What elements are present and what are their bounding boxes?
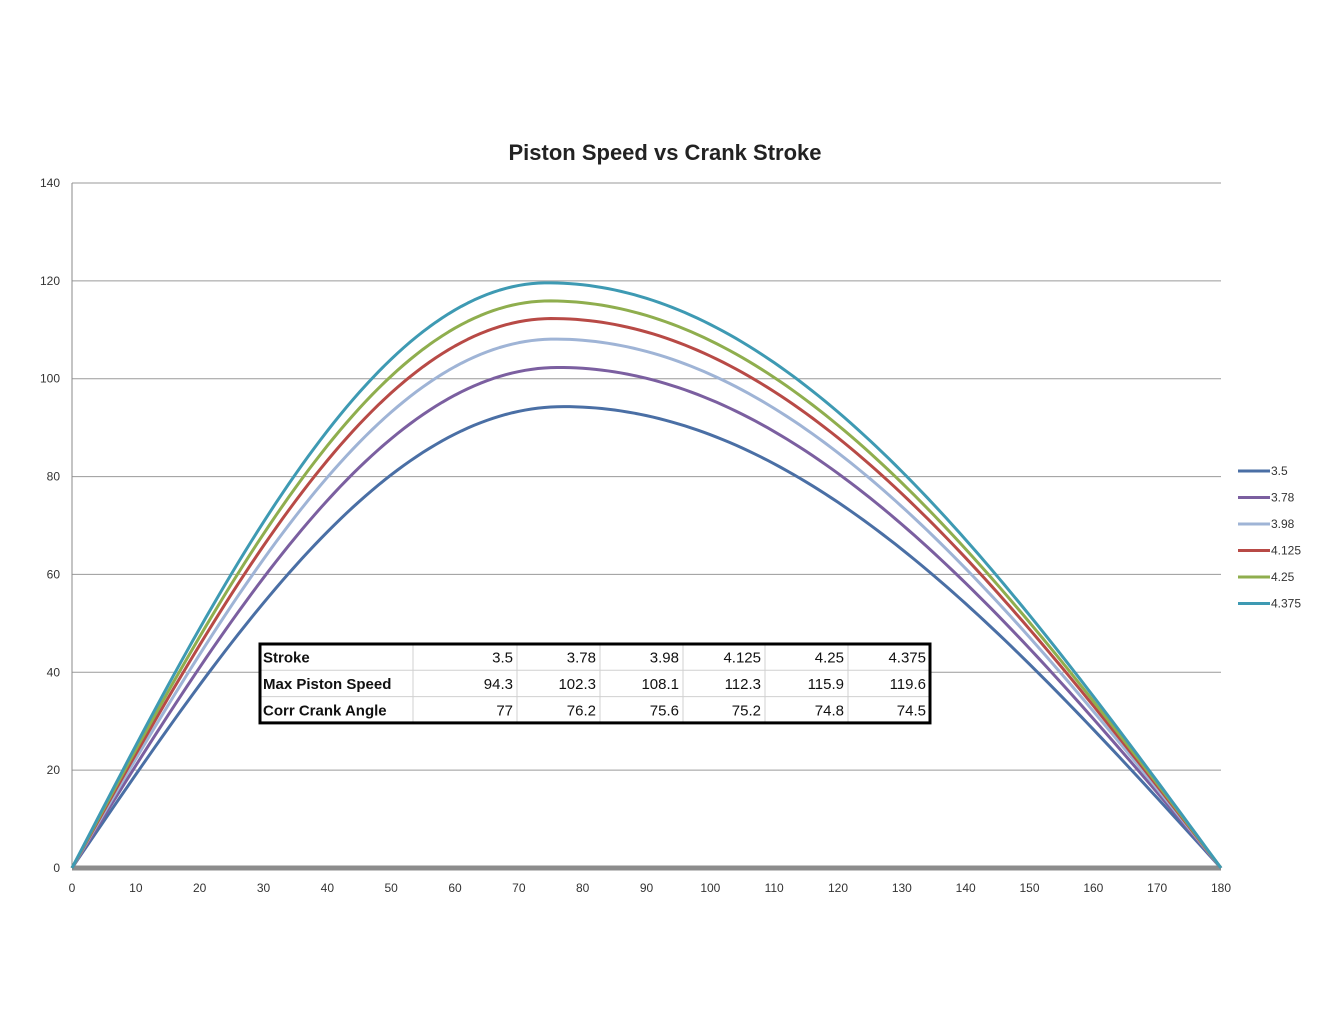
table-cell: 3.78	[567, 650, 596, 667]
x-tick-label-30: 30	[257, 881, 271, 895]
x-tick-label-10: 10	[129, 881, 143, 895]
y-tick-label-0: 0	[53, 861, 60, 875]
table-cell: 3.98	[650, 650, 679, 667]
table-row-header: Stroke	[263, 650, 310, 667]
table-cell: 4.125	[723, 650, 761, 667]
x-tick-label-110: 110	[765, 881, 784, 895]
table-row-header: Max Piston Speed	[263, 676, 391, 693]
table-cell: 77	[496, 702, 513, 719]
x-tick-label-60: 60	[448, 881, 462, 895]
y-tick-label-40: 40	[47, 665, 61, 679]
series-line-4.25	[70, 299, 1223, 869]
x-tick-label-100: 100	[700, 881, 720, 895]
y-tick-label-100: 100	[40, 372, 60, 386]
x-tick-label-140: 140	[956, 881, 976, 895]
y-tick-label-120: 120	[40, 274, 60, 288]
x-tick-label-40: 40	[321, 881, 335, 895]
table-cell: 102.3	[558, 676, 596, 693]
series-lines	[70, 281, 1223, 870]
table-cell: 74.5	[897, 702, 926, 719]
x-tick-label-160: 160	[1083, 881, 1103, 895]
x-tick-label-170: 170	[1147, 881, 1167, 895]
x-tick-label-150: 150	[1019, 881, 1039, 895]
series-line-3.78	[70, 365, 1223, 869]
series-line-3.5	[70, 405, 1223, 870]
series-line-4.125	[70, 317, 1223, 869]
table-cell: 76.2	[567, 702, 596, 719]
table-cell: 4.375	[888, 650, 926, 667]
table-cell: 3.5	[492, 650, 513, 667]
table-cell: 115.9	[808, 676, 844, 693]
y-tick-label-140: 140	[40, 176, 60, 190]
table-row-header: Corr Crank Angle	[263, 702, 387, 719]
x-tick-label-130: 130	[892, 881, 912, 895]
x-tick-label-50: 50	[384, 881, 398, 895]
series-line-3.98	[70, 337, 1223, 869]
x-tick-label-90: 90	[640, 881, 654, 895]
legend-label-4.375: 4.375	[1271, 597, 1301, 611]
table-cell: 94.3	[484, 676, 513, 693]
table-cell: 108.1	[641, 676, 679, 693]
table-cell: 75.2	[732, 702, 761, 719]
x-tick-label-20: 20	[193, 881, 207, 895]
legend-label-4.25: 4.25	[1271, 570, 1295, 584]
series-line-4.375	[70, 281, 1223, 869]
legend-label-4.125: 4.125	[1271, 544, 1301, 558]
y-tick-label-20: 20	[47, 763, 61, 777]
x-tick-label-80: 80	[576, 881, 590, 895]
table-background	[260, 644, 930, 723]
y-tick-label-60: 60	[47, 567, 61, 581]
x-tick-label-120: 120	[828, 881, 848, 895]
y-tick-label-80: 80	[47, 470, 61, 484]
legend-label-3.5: 3.5	[1271, 464, 1288, 478]
axes: 0 20 40 60 80 100 120 140 0 10 20 30 40 50 60 70 80 90 100…	[40, 176, 1231, 895]
legend-label-3.98: 3.98	[1271, 517, 1295, 531]
table-cell: 119.6	[890, 676, 926, 693]
data-table: Stroke 3.5 3.78 3.98 4.125 4.25 4.375 Max Pisto…	[258, 642, 932, 725]
table-cell: 75.6	[650, 702, 679, 719]
table-border	[258, 642, 932, 725]
x-tick-label-70: 70	[512, 881, 526, 895]
table-cell: 112.3	[725, 676, 761, 693]
x-tick-label-180: 180	[1211, 881, 1231, 895]
table-cell: 4.25	[815, 650, 844, 667]
x-tick-label-0: 0	[69, 881, 76, 895]
legend: 3.5 3.78 3.98 4.125 4.25 4.375	[1238, 464, 1301, 611]
table-cell: 74.8	[815, 702, 844, 719]
legend-label-3.78: 3.78	[1271, 491, 1295, 505]
chart-title: Piston Speed vs Crank Stroke	[509, 140, 822, 165]
